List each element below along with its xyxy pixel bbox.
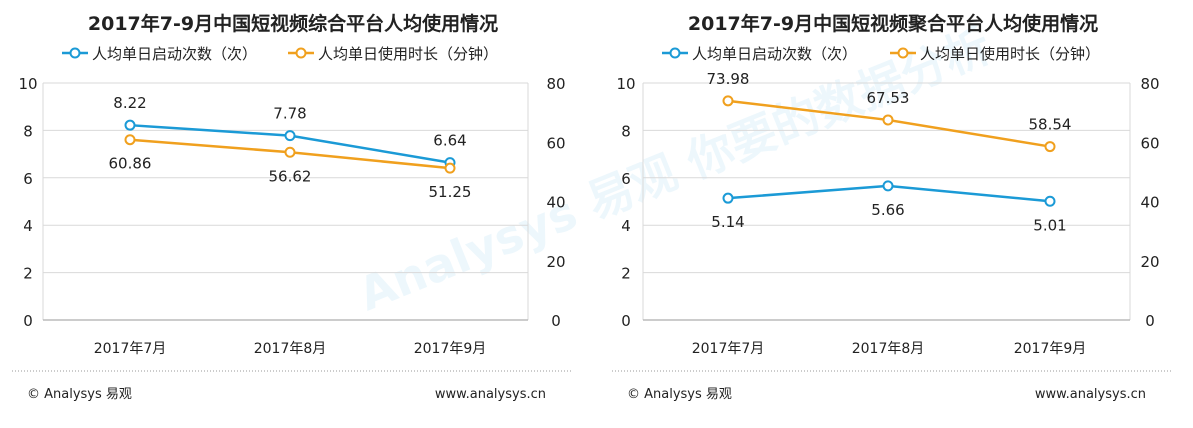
left-axis-tick: 8	[621, 122, 631, 140]
right-axis-tick: 60	[546, 134, 565, 152]
right-axis-tick: 60	[1140, 134, 1159, 152]
x-axis-tick: 2017年8月	[254, 341, 327, 357]
data-point	[124, 119, 136, 131]
series-2: 60.86 56.62 51.25	[109, 134, 472, 201]
x-axis-tick: 2017年9月	[1014, 341, 1087, 357]
data-point	[722, 192, 734, 204]
left-axis-tick: 10	[18, 75, 37, 93]
data-label: 67.53	[867, 89, 910, 107]
series-1: 5.14 5.66 5.01	[711, 180, 1067, 234]
footer-url: www.analysys.cn	[1035, 387, 1146, 402]
data-label: 5.66	[871, 201, 904, 219]
series-1: 8.22 7.78 6.64	[113, 94, 467, 169]
data-point	[1044, 141, 1056, 153]
left-axis-tick: 8	[23, 122, 33, 140]
left-axis-tick: 4	[621, 217, 631, 235]
chart-title: 2017年7-9月中国短视频聚合平台人均使用情况	[688, 12, 1098, 35]
footer-copyright: © Analysys 易观	[27, 387, 132, 402]
legend-label: 人均单日启动次数（次）	[692, 45, 857, 63]
left-axis-tick: 0	[621, 312, 631, 330]
right-axis-tick: 20	[546, 253, 565, 271]
legend-marker	[669, 47, 681, 59]
data-point	[722, 95, 734, 107]
left-axis-tick: 6	[23, 170, 33, 188]
legend-item: 人均单日使用时长（分钟）	[890, 45, 1100, 63]
data-label: 60.86	[109, 155, 152, 173]
left-axis-tick: 2	[23, 265, 33, 283]
data-label: 6.64	[433, 132, 466, 150]
left-axis-tick: 2	[621, 265, 631, 283]
x-axis-tick: 2017年7月	[94, 341, 167, 357]
legend-item: 人均单日启动次数（次）	[62, 45, 257, 63]
right-axis-tick: 40	[1140, 194, 1159, 212]
right-axis-tick: 40	[546, 194, 565, 212]
data-label: 73.98	[707, 70, 750, 88]
legend-marker	[69, 47, 81, 59]
data-label: 7.78	[273, 105, 306, 123]
legend-item: 人均单日使用时长（分钟）	[288, 45, 498, 63]
x-axis-tick: 2017年7月	[692, 341, 765, 357]
legend-marker	[295, 47, 307, 59]
legend-label: 人均单日使用时长（分钟）	[920, 45, 1100, 63]
data-point	[284, 130, 296, 142]
data-point	[284, 146, 296, 158]
data-point	[444, 162, 456, 174]
left-axis-tick: 4	[23, 217, 33, 235]
left-axis-tick: 6	[621, 170, 631, 188]
right-axis-tick: 20	[1140, 253, 1159, 271]
data-label: 58.54	[1029, 116, 1072, 134]
chart-title: 2017年7-9月中国短视频综合平台人均使用情况	[88, 12, 498, 35]
right-axis-tick: 0	[1145, 312, 1155, 330]
data-point	[124, 134, 136, 146]
left-axis-tick: 0	[23, 312, 33, 330]
data-point	[882, 114, 894, 126]
data-point	[1044, 195, 1056, 207]
legend-item: 人均单日启动次数（次）	[662, 45, 857, 63]
right-axis-tick: 80	[1140, 75, 1159, 93]
series-2: 73.98 67.53 58.54	[707, 70, 1072, 153]
data-label: 56.62	[269, 167, 312, 185]
data-label: 8.22	[113, 94, 146, 112]
data-label: 5.14	[711, 213, 744, 231]
legend-marker	[897, 47, 909, 59]
legend-label: 人均单日启动次数（次）	[92, 45, 257, 63]
footer-url: www.analysys.cn	[435, 387, 546, 402]
right-axis-tick: 0	[551, 312, 561, 330]
data-point	[882, 180, 894, 192]
footer-copyright: © Analysys 易观	[627, 387, 732, 402]
data-label: 51.25	[429, 183, 472, 201]
x-axis-tick: 2017年9月	[414, 341, 487, 357]
left-axis-tick: 10	[616, 75, 635, 93]
x-axis-tick: 2017年8月	[852, 341, 925, 357]
legend-label: 人均单日使用时长（分钟）	[318, 45, 498, 63]
right-axis-tick: 80	[546, 75, 565, 93]
data-label: 5.01	[1033, 216, 1066, 234]
